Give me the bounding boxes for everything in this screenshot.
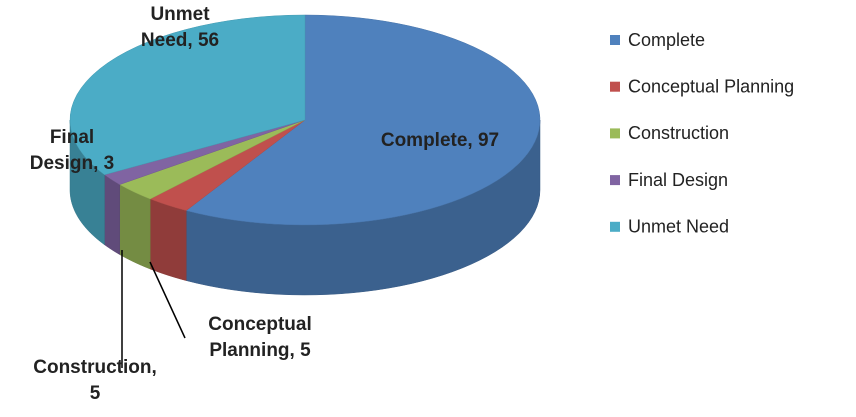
legend-swatch (610, 81, 620, 92)
legend-label: Conceptual Planning (628, 76, 794, 96)
slice (69, 14, 306, 176)
data-label: Unmet Need, 56 (140, 4, 220, 51)
legend-label: Final Design (628, 170, 728, 190)
legend-swatch (610, 175, 620, 186)
data-label: Final Design, 3 (29, 127, 115, 174)
data-label: Complete, 97 (380, 130, 500, 151)
leader-line (149, 261, 186, 339)
legend-swatch (610, 221, 620, 232)
legend-label: Unmet Need (628, 217, 729, 237)
legend-swatch (610, 128, 620, 139)
data-label: Conceptual Planning, 5 (208, 314, 312, 361)
slice-side (104, 174, 120, 256)
legend-swatch (610, 35, 620, 45)
data-label: Construction, 5 (33, 357, 157, 404)
legend-label: Construction (628, 123, 729, 143)
slice (185, 14, 541, 226)
legend-label: Complete (628, 30, 705, 50)
slice-side (149, 198, 187, 281)
